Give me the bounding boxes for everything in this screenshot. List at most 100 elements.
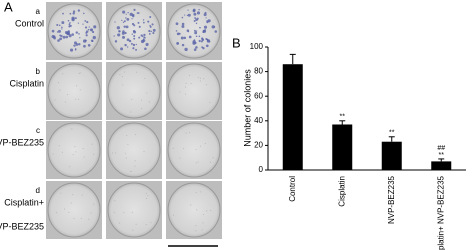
colony: [53, 36, 56, 40]
colony: [136, 71, 138, 73]
colony: [130, 42, 133, 45]
annotation: **: [340, 114, 346, 121]
colony: [202, 222, 204, 224]
well: [107, 122, 161, 178]
row-letter: c: [36, 126, 40, 135]
colony: [111, 152, 113, 154]
colony: [54, 99, 56, 101]
colony: [64, 101, 66, 103]
colony: [147, 195, 149, 197]
bar: [332, 124, 353, 170]
colony: [73, 217, 75, 219]
colony: [87, 28, 90, 31]
colony: [184, 93, 186, 95]
well: [47, 3, 101, 59]
colony: [142, 19, 145, 21]
colony: [93, 25, 97, 29]
colony: [119, 74, 121, 76]
well: [107, 182, 161, 238]
colony: [172, 147, 174, 149]
colony: [71, 33, 75, 36]
colony: [201, 46, 204, 49]
colony: [195, 149, 197, 151]
colony: [65, 35, 69, 39]
colony: [199, 26, 201, 29]
colony: [176, 32, 180, 36]
colony: [199, 80, 201, 82]
colony: [122, 10, 126, 14]
y-tick-label: 20: [254, 141, 263, 150]
row-label: NVP-BEZ235: [0, 137, 44, 147]
colony: [133, 37, 136, 40]
colony: [135, 223, 137, 225]
panel-label: A: [4, 0, 13, 14]
colony: [84, 26, 88, 29]
colony: [64, 208, 66, 210]
colony: [124, 31, 127, 35]
colony: [175, 22, 179, 26]
colony: [79, 72, 81, 74]
colony: [136, 12, 139, 14]
colony: [69, 12, 72, 15]
colony: [130, 111, 132, 113]
colony: [192, 41, 196, 45]
colony: [126, 46, 129, 48]
annotation: ##: [437, 145, 445, 152]
colony: [88, 218, 90, 220]
colony: [69, 166, 71, 168]
colony: [201, 229, 203, 231]
colony: [200, 40, 203, 43]
colony: [68, 211, 70, 213]
colony: [114, 152, 116, 154]
colony: [121, 31, 125, 35]
colony: [195, 162, 197, 164]
colony: [203, 13, 207, 17]
colony: [205, 17, 207, 19]
colony: [123, 212, 125, 214]
colony: [51, 29, 55, 33]
colony: [200, 145, 202, 147]
colony: [82, 148, 84, 150]
colony: [210, 210, 212, 212]
colony: [188, 35, 192, 39]
row-letter: d: [36, 186, 40, 195]
row-letter: b: [36, 67, 41, 76]
colony: [176, 42, 180, 45]
colony: [193, 48, 197, 51]
colony: [122, 21, 125, 23]
colony: [124, 43, 127, 47]
colony: [70, 202, 72, 204]
y-tick-label: 60: [254, 91, 263, 100]
row-label: Control: [15, 18, 44, 28]
colony: [210, 161, 212, 163]
colony: [131, 18, 133, 20]
colony: [145, 42, 149, 46]
row-label: NVP-BEZ235: [0, 221, 44, 231]
colony: [58, 24, 61, 27]
colony: [113, 212, 115, 214]
colony: [120, 47, 124, 51]
colony: [71, 128, 73, 130]
row-label: Cisplatin: [9, 78, 44, 88]
colony: [83, 44, 86, 48]
colony: [148, 29, 151, 33]
colony: [58, 145, 60, 147]
colony: [145, 192, 147, 194]
colony: [195, 30, 198, 32]
x-tick-label: Control: [288, 176, 297, 202]
colony: [142, 21, 145, 24]
colony: [128, 39, 132, 43]
colony: [193, 19, 196, 22]
colony: [126, 38, 130, 42]
colony: [132, 30, 136, 33]
colony: [202, 213, 204, 215]
colony: [206, 210, 208, 212]
colony: [124, 71, 126, 73]
colony: [211, 25, 215, 29]
colony: [137, 12, 140, 14]
colony: [52, 153, 54, 155]
colony: [72, 154, 74, 156]
colony: [202, 29, 207, 33]
colony: [66, 31, 71, 35]
colony: [209, 101, 211, 103]
